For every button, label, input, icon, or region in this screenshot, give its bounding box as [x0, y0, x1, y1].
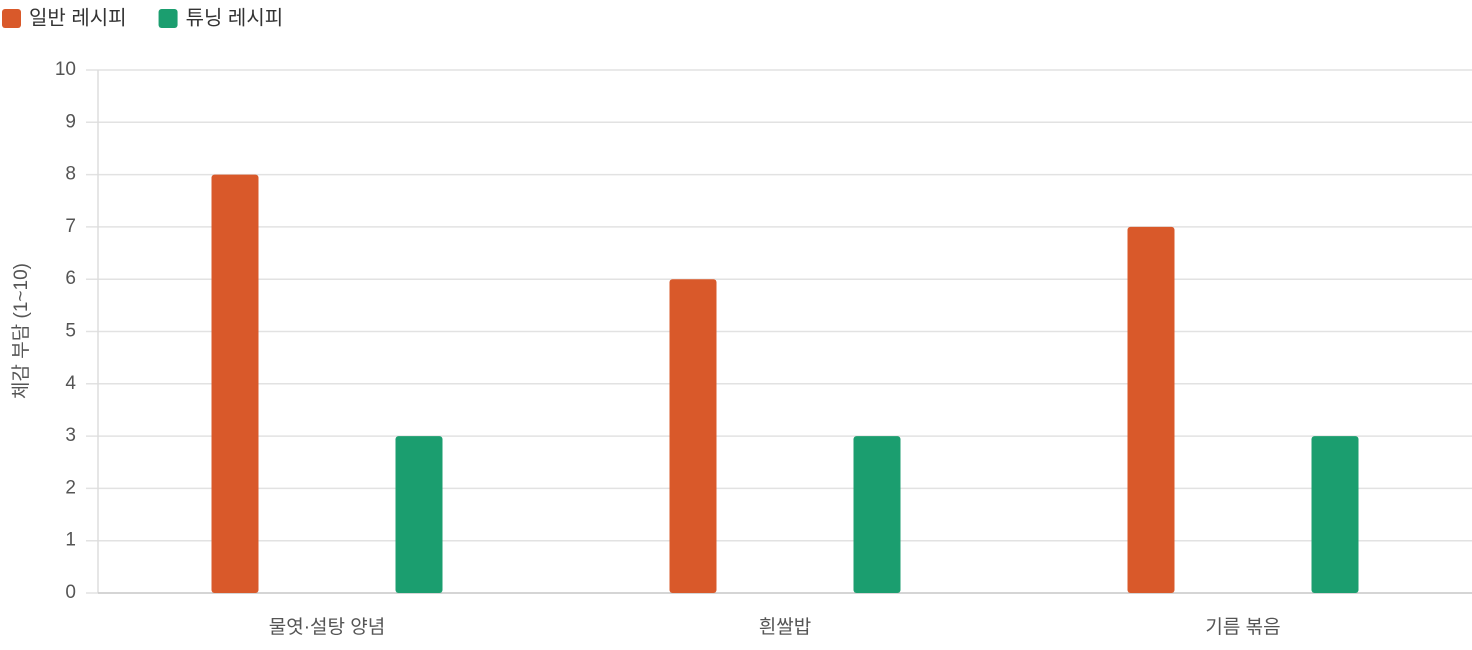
- legend-swatch: [158, 9, 178, 28]
- x-tick-label: 물엿·설탕 양념: [269, 616, 386, 638]
- y-tick-label: 9: [65, 111, 76, 132]
- legend-swatch: [2, 9, 21, 28]
- x-tick-label: 흰쌀밥: [759, 616, 811, 638]
- y-tick-label: 1: [65, 530, 76, 551]
- bar: [853, 436, 901, 593]
- x-tick-label: 기름 볶음: [1205, 616, 1280, 638]
- legend-label: 일반 레시피: [29, 6, 127, 29]
- y-tick-label: 3: [65, 425, 76, 446]
- bar: [1127, 226, 1175, 593]
- y-tick-label: 2: [65, 477, 76, 498]
- bar: [669, 279, 717, 593]
- bar: [1311, 436, 1359, 593]
- y-tick-label: 7: [65, 216, 76, 237]
- bar: [395, 436, 443, 593]
- y-tick-label: 6: [65, 268, 76, 289]
- y-tick-label: 10: [55, 59, 76, 80]
- y-axis-title: 체감 부담 (1~10): [10, 263, 32, 399]
- y-tick-label: 0: [65, 582, 76, 603]
- y-tick-label: 8: [65, 164, 76, 185]
- y-tick-label: 4: [65, 373, 76, 394]
- bar: [211, 174, 259, 593]
- y-tick-label: 5: [65, 321, 76, 342]
- legend-label: 튜닝 레시피: [186, 6, 284, 29]
